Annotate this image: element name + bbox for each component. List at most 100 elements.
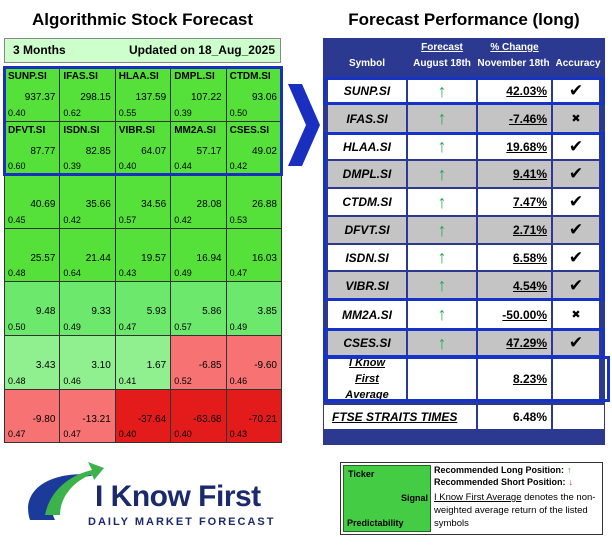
forecast-arrow: ↑	[437, 191, 447, 212]
predictability: 0.57	[174, 321, 192, 332]
forecast-cell: CSES.SI 49.02 0.42	[225, 120, 282, 176]
signal: 34.56	[141, 199, 167, 211]
forecast-cell: 16.94 0.49	[170, 227, 227, 283]
predictability: 0.44	[174, 161, 192, 172]
signal: 25.57	[30, 252, 56, 264]
signal: 3.85	[257, 306, 277, 318]
accuracy: ✔	[568, 136, 584, 156]
predictability: 0.52	[174, 375, 192, 386]
left-title: Algorithmic Stock Forecast	[31, 10, 254, 29]
legend-average-name: I Know First Average	[434, 492, 522, 503]
change: 19.68%	[506, 139, 547, 154]
change-cell: 4.54%	[477, 271, 552, 300]
forecast-cell: ↑	[407, 133, 477, 160]
ticker: VIBR.SI	[118, 124, 155, 136]
highlight-box	[323, 356, 610, 402]
predictability: 0.40	[118, 161, 137, 172]
symbol: DMPL.SI	[342, 167, 392, 181]
signal: 19.57	[141, 252, 167, 264]
predictability: 0.47	[63, 429, 81, 440]
predictability: 0.57	[118, 214, 137, 225]
benchmark-label: FTSE STRAITS TIMES	[332, 410, 458, 424]
forecast-cell: ↑	[407, 188, 477, 216]
forecast-cell: -9.80 0.47	[4, 388, 61, 444]
forecast-cell: 3.85 0.49	[225, 281, 282, 336]
symbol-cell: CSES.SI	[327, 329, 407, 357]
accuracy: ✔	[568, 333, 584, 352]
change: 2.71%	[512, 223, 547, 237]
accuracy: ✔	[568, 192, 584, 211]
change: -7.46%	[508, 111, 547, 126]
header-symbol: Symbol	[348, 58, 386, 69]
signal: -13.21	[82, 413, 111, 425]
predictability: 0.40	[8, 107, 26, 118]
updated: Updated on 18_Aug_2025	[128, 43, 275, 57]
left-header: 3 Months Updated on 18_Aug_2025	[4, 38, 281, 63]
signal: 16.94	[196, 252, 222, 264]
ticker: CTDM.SI	[229, 71, 271, 82]
symbol: IFAS.SI	[346, 111, 388, 126]
change: 9.41%	[512, 167, 547, 181]
predictability: 0.45	[8, 214, 26, 225]
change-cell: 47.29%	[477, 329, 552, 357]
highlight-box	[323, 132, 605, 301]
legend-long: Recommended Long Position: ↑	[434, 465, 602, 477]
change: -50.00%	[502, 307, 547, 322]
change: 6.58%	[512, 250, 547, 265]
forecast-cell: 19.57 0.43	[114, 227, 172, 283]
logo-arrow	[45, 462, 104, 515]
forecast-cell: 34.56 0.57	[114, 174, 172, 229]
forecast-cell: ↑	[407, 160, 477, 188]
predictability: 0.39	[174, 107, 192, 118]
forecast-cell: 9.33 0.49	[59, 281, 116, 336]
signal: 49.02	[251, 145, 277, 157]
accuracy-cell: ✔	[552, 244, 600, 271]
symbol: DFVT.SI	[344, 223, 390, 237]
signal: 21.44	[85, 252, 111, 264]
accuracy: ✔	[568, 247, 584, 267]
predictability: 0.49	[229, 321, 248, 332]
symbol-cell: DMPL.SI	[327, 160, 407, 188]
chevron-arrow	[288, 84, 320, 166]
signal: 82.85	[85, 145, 111, 157]
signal: 26.88	[251, 199, 277, 211]
legend-key: Ticker Signal Predictability	[343, 465, 431, 532]
predictability: 0.60	[8, 161, 26, 172]
average-empty	[552, 357, 600, 400]
header-accuracy: Accuracy	[555, 58, 601, 69]
signal: 64.07	[141, 145, 167, 157]
symbol-cell: SUNP.SI	[327, 78, 407, 104]
signal: 3.43	[35, 360, 56, 371]
accuracy-cell: ✔	[552, 188, 600, 216]
predictability: 0.46	[63, 375, 81, 386]
change-cell: -7.46%	[477, 104, 552, 133]
forecast-cell: VIBR.SI 64.07 0.40	[114, 120, 172, 176]
symbol: MM2A.SI	[341, 307, 392, 322]
signal: -70.21	[248, 413, 277, 425]
predictability: 0.55	[118, 107, 137, 118]
symbol: VIBR.SI	[345, 278, 389, 293]
signal: -9.60	[254, 360, 277, 371]
change: 7.47%	[512, 195, 547, 209]
accuracy: ✔	[568, 220, 584, 239]
logo-name: I Know First	[95, 480, 261, 513]
predictability: 0.48	[8, 268, 26, 279]
logo-swoosh	[28, 474, 95, 520]
legend-long-text: Recommended Long Position:	[434, 465, 565, 475]
change: 4.54%	[512, 278, 547, 293]
logo-tagline: DAILY MARKET FORECAST	[88, 516, 276, 528]
symbol-cell: ISDN.SI	[327, 244, 407, 271]
predictability: 0.64	[63, 268, 81, 279]
signal: 28.08	[196, 199, 222, 211]
forecast-cell: -6.85 0.52	[170, 335, 227, 390]
legend-short-text: Recommended Short Position:	[434, 477, 566, 487]
ticker: HLAA.SI	[118, 71, 159, 82]
forecast-cell: 5.86 0.57	[170, 281, 227, 336]
change-cell: 2.71%	[477, 216, 552, 244]
predictability: 0.47	[8, 429, 26, 440]
forecast-cell: ↑	[407, 271, 477, 300]
predictability: 0.50	[229, 107, 248, 118]
forecast-cell: -13.21 0.47	[59, 388, 116, 444]
symbol: CTDM.SI	[342, 195, 392, 209]
change-cell: -50.00%	[477, 300, 552, 329]
